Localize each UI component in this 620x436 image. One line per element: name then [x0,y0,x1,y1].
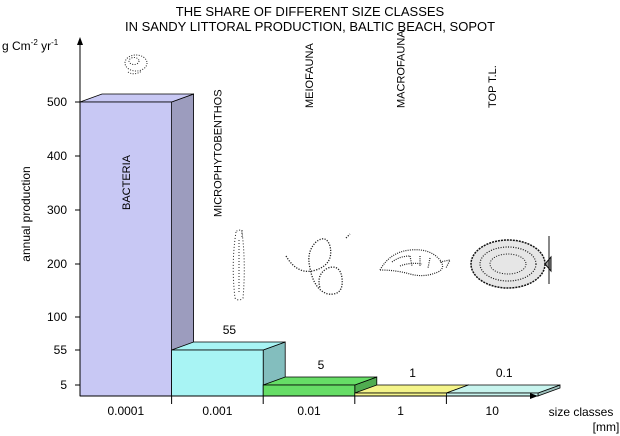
x-tick-label: 0.0001 [107,404,144,418]
labels-layer: BACTERIA MICROPHYTOBENTHOS MEIOFAUNA MACROF… [121,30,513,380]
microphytobenthos-sketch [232,229,245,301]
bar [79,101,172,397]
group-label: MEIOFAUNA [304,43,316,108]
x-axis-label: size classes [549,405,614,419]
x-axis-arrow [530,393,538,399]
group-label: MICROPHYTOBENTHOS [212,89,224,217]
x-axis-unit: [mm] [593,420,620,434]
group-label: MACROFAUNA [396,30,408,108]
bar [262,384,356,397]
y-tick-label: 200 [47,257,67,271]
x-tick-label: 0.01 [297,404,321,418]
y-axis-label: annual production [19,166,33,261]
y-tick-label: 500 [47,95,67,109]
data-label: 55 [223,323,237,337]
chart-title: THE SHARE OF DIFFERENT SIZE CLASSES [176,4,445,19]
meiofauna-sketch [285,233,351,295]
y-tick-label: 300 [47,203,67,217]
bacteria-sketch [124,54,148,75]
group-label: BACTERIA [121,154,133,210]
y-tick-label: 400 [47,149,67,163]
y-axis-unit: g Cm-2 yr-1 [2,38,59,53]
y-tick-label: 5 [60,378,67,392]
y-tick-label: 55 [54,343,68,357]
x-tick-label: 10 [486,404,500,418]
data-label: 0.1 [496,366,513,380]
group-label: TOP T.L. [487,65,499,108]
bars-layer [79,93,561,397]
top-predator-sketch [470,236,552,289]
x-tick-label: 0.001 [202,404,232,418]
data-label: 1 [409,366,416,380]
chart-subtitle: IN SANDY LITTORAL PRODUCTION, BALTIC BEA… [125,19,495,34]
y-tick-label: 100 [47,310,67,324]
data-label: 5 [318,358,325,372]
x-tick-label: 1 [397,404,404,418]
y-axis-arrow [77,37,83,45]
bar [171,349,264,397]
macrofauna-sketch [379,249,452,277]
